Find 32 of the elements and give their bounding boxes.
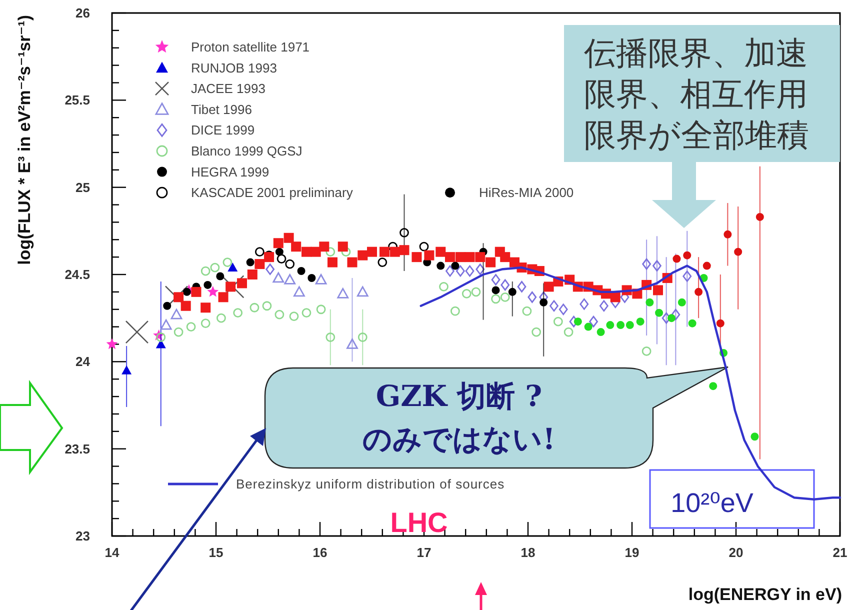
x-axis-title: log(ENERGY in eV) [688, 585, 842, 604]
y-tick-label: 24 [76, 354, 91, 370]
y-tick-label: 23.5 [64, 441, 90, 456]
legend-label: Berezinskyz uniform distribution of sources [236, 476, 505, 492]
x-tick-label: 18 [520, 545, 536, 560]
x-tick-label: 14 [104, 545, 120, 560]
x-tick-label: 17 [416, 545, 432, 560]
y-tick-label: 25 [76, 180, 90, 195]
y-tick-label: 25.5 [64, 92, 90, 108]
annotation: 伝播限界、加速限界、相互作用限界が全部堆積 [584, 34, 810, 155]
y-tick-label: 26 [76, 6, 90, 20]
y-tick-label: 24.5 [64, 267, 90, 282]
legend-label: DICE 1999 [191, 122, 255, 138]
annotation: LHC [390, 507, 448, 538]
annotation: 10²⁰eV [670, 488, 754, 518]
x-tick-label: 16 [312, 545, 328, 560]
x-tick-label: 19 [624, 545, 640, 560]
y-tick-label: 23 [76, 528, 90, 544]
x-tick-label: 15 [208, 545, 224, 560]
legend-label: Blanco 1999 QGSJ [191, 144, 302, 158]
legend-label: JACEE 1993 [191, 81, 266, 96]
legend-label: RUNJOB 1993 [191, 60, 277, 76]
legend-label: HEGRA 1999 [191, 164, 270, 180]
legend-label: Proton satellite 1971 [191, 40, 310, 54]
y-axis-title: log(FLUX * E³ in eV²m⁻²s⁻¹sr⁻¹) [15, 15, 34, 265]
legend-label: Tibet 1996 [191, 102, 252, 117]
x-tick-label: 20 [728, 545, 744, 560]
legend-label: HiRes-MIA 2000 [479, 185, 574, 200]
x-tick-label: 21 [832, 545, 848, 560]
annotation: GZK 切断 ? のみではない! [362, 378, 556, 458]
legend-label: KASCADE 2001 preliminary [191, 185, 354, 200]
legend-entry: Berezinskyz uniform distribution of sources [168, 476, 505, 492]
